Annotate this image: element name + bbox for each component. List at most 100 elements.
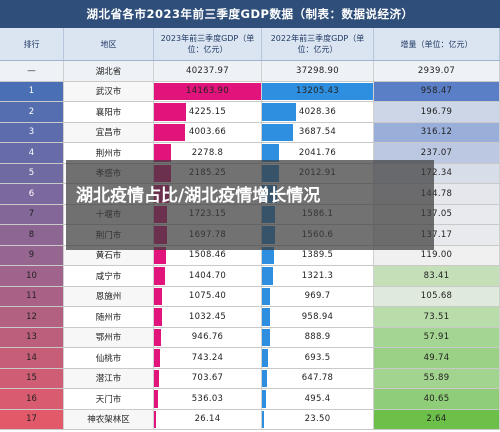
rank-cell: 1: [0, 81, 64, 101]
table-row: 13 鄂州市 946.76 888.9 57.91: [0, 327, 500, 348]
gdp-2022-cell-bar: [262, 123, 293, 141]
increase-cell: 958.47: [374, 81, 500, 101]
table-row: 17 神农架林区 26.14 23.50 2.64: [0, 409, 500, 430]
region-cell: 武汉市: [64, 81, 154, 101]
increase-value: 55.89: [423, 373, 450, 384]
gdp-2022-cell-bar: [262, 82, 373, 100]
gdp-2022-cell: 693.5: [262, 348, 374, 368]
gdp-2022-cell-value: 969.7: [304, 291, 331, 302]
region-cell: 荆州市: [64, 143, 154, 163]
increase-value: 83.41: [423, 270, 450, 281]
rank-cell: 15: [0, 368, 64, 388]
table-row: 12 随州市 1032.45 958.94 73.51: [0, 307, 500, 328]
gdp-2022-cell: 495.4: [262, 389, 374, 409]
gdp-2022-cell-bar: [262, 267, 273, 285]
rank-cell: 7: [0, 204, 64, 224]
rank-cell: 10: [0, 266, 64, 286]
gdp-2022-cell-value: 647.78: [301, 373, 334, 384]
increase-value: 105.68: [420, 291, 453, 302]
gdp-2022-cell-bar: [262, 103, 296, 121]
gdp-2023-cell-value: 4225.15: [188, 106, 227, 117]
rank-cell: 5: [0, 163, 64, 183]
region-cell: 宜昌市: [64, 122, 154, 142]
rank-cell: 6: [0, 184, 64, 204]
gdp-2023-cell: 536.03: [154, 389, 262, 409]
gdp-2023-cell-bar: [154, 390, 158, 408]
increase-value: 958.47: [420, 86, 453, 97]
gdp-2022-cell-bar: [262, 328, 270, 346]
gdp-2022-cell: 23.50: [262, 409, 374, 429]
gdp-2023-cell-value: 1075.40: [188, 291, 227, 302]
total-region: 湖北省: [64, 61, 154, 81]
region-cell: 仙桃市: [64, 348, 154, 368]
gdp-2023-cell: 2278.8: [154, 143, 262, 163]
gdp-2023-cell-value: 14163.90: [186, 86, 229, 97]
rank-cell: 2: [0, 102, 64, 122]
total-increase: 2939.07: [374, 61, 500, 81]
gdp-2022-cell: 888.9: [262, 327, 374, 347]
region-cell: 天门市: [64, 389, 154, 409]
gdp-2022-cell-value: 958.94: [301, 311, 334, 322]
increase-cell: 196.79: [374, 102, 500, 122]
increase-value: 144.78: [420, 188, 453, 199]
gdp-2022-cell-bar: [262, 246, 274, 264]
table-row: 3 宜昌市 4003.66 3687.54 316.12: [0, 122, 500, 143]
increase-cell: 57.91: [374, 327, 500, 347]
header-region: 地区: [64, 28, 154, 60]
gdp-2023-cell: 1032.45: [154, 307, 262, 327]
gdp-2022-cell-bar: [262, 144, 279, 162]
region-cell: 潜江市: [64, 368, 154, 388]
gdp-2023-cell-value: 1508.46: [188, 250, 227, 261]
rank-cell: 17: [0, 409, 64, 429]
gdp-2023-cell-bar: [154, 246, 166, 264]
gdp-2022-cell-bar: [262, 349, 268, 367]
rank-cell: 12: [0, 307, 64, 327]
increase-value: 57.91: [423, 332, 450, 343]
increase-value: 137.05: [420, 209, 453, 220]
gdp-2023-cell-bar: [154, 123, 185, 141]
increase-value: 2.64: [426, 414, 447, 425]
gdp-2023-cell-value: 1404.70: [188, 270, 227, 281]
gdp-2023-cell: 703.67: [154, 368, 262, 388]
gdp-2022-cell-value: 495.4: [304, 393, 331, 404]
region-cell: 黄石市: [64, 245, 154, 265]
increase-cell: 316.12: [374, 122, 500, 142]
gdp-2023-cell: 26.14: [154, 409, 262, 429]
gdp-2022-cell-value: 2041.76: [298, 147, 337, 158]
increase-value: 73.51: [423, 311, 450, 322]
gdp-2023-cell-bar: [154, 103, 186, 121]
gdp-2022-cell: 647.78: [262, 368, 374, 388]
region-cell: 随州市: [64, 307, 154, 327]
increase-cell: 73.51: [374, 307, 500, 327]
gdp-2023-cell-value: 26.14: [194, 414, 221, 425]
rank-cell: 13: [0, 327, 64, 347]
increase-value: 237.07: [420, 147, 453, 158]
gdp-2022-cell: 3687.54: [262, 122, 374, 142]
gdp-2022-cell-bar: [262, 308, 270, 326]
total-row: — 湖北省 40237.97 37298.90 2939.07: [0, 61, 500, 82]
gdp-2022-cell-bar: [262, 390, 266, 408]
increase-cell: 105.68: [374, 286, 500, 306]
gdp-2022-cell-value: 693.5: [304, 352, 331, 363]
gdp-2022-cell-value: 1321.3: [301, 270, 334, 281]
header-rank: 排行: [0, 28, 64, 60]
table-body: 1 武汉市 14163.90 13205.43 958.47 2 襄阳市 4225.15 402…: [0, 81, 500, 430]
increase-value: 40.65: [423, 393, 450, 404]
gdp-2023-cell: 14163.90: [154, 81, 262, 101]
table-title: 湖北省各市2023年前三季度GDP数据（制表：数据说经济）: [0, 0, 500, 28]
total-rank: —: [0, 61, 64, 81]
gdp-2022-cell-value: 4028.36: [298, 106, 337, 117]
total-gdp-2022: 37298.90: [262, 61, 374, 81]
rank-cell: 9: [0, 245, 64, 265]
rank-cell: 4: [0, 143, 64, 163]
gdp-2023-cell-bar: [154, 369, 159, 387]
increase-value: 119.00: [420, 250, 453, 261]
table-row: 11 恩施州 1075.40 969.7 105.68: [0, 286, 500, 307]
gdp-2023-cell-value: 536.03: [191, 393, 224, 404]
rank-cell: 3: [0, 122, 64, 142]
gdp-2023-cell: 946.76: [154, 327, 262, 347]
gdp-2023-cell: 743.24: [154, 348, 262, 368]
increase-value: 196.79: [420, 106, 453, 117]
table-header: 排行 地区 2023年前三季度GDP（单位：亿元） 2022年前三季度GDP（单…: [0, 28, 500, 61]
gdp-2022-cell-value: 1389.5: [301, 250, 334, 261]
